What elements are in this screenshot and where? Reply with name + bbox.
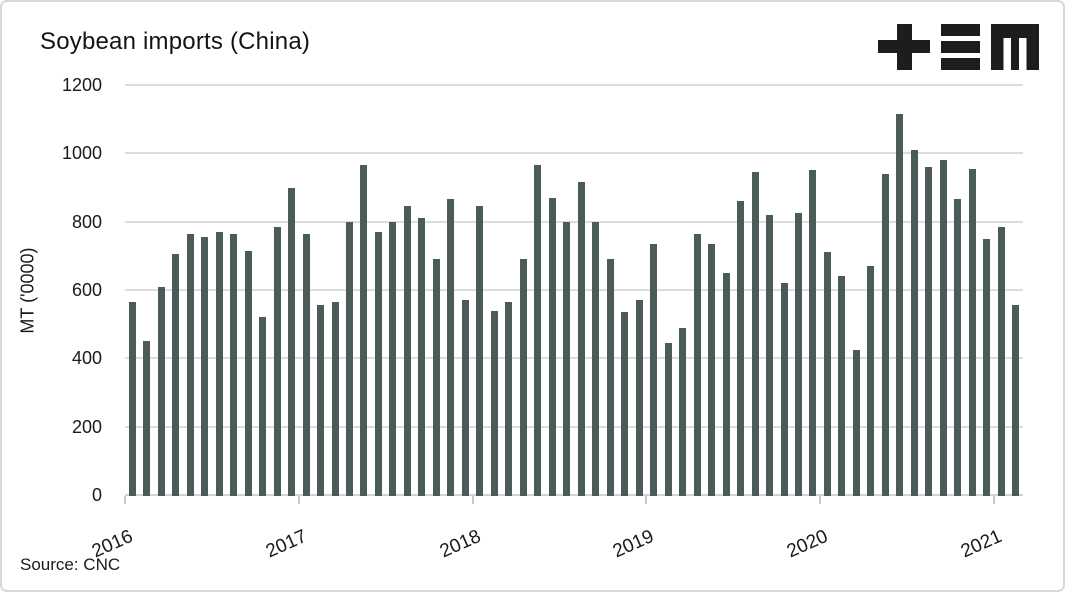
bar-2016-12 <box>288 187 296 496</box>
bar-2020-11 <box>968 168 976 496</box>
bar-2020-06 <box>896 114 904 496</box>
gridline-600 <box>125 289 1023 291</box>
bar-2016-07 <box>215 231 223 496</box>
bar-2016-06 <box>201 237 209 496</box>
x-tick-2016 <box>124 496 126 504</box>
bar-2017-08 <box>403 206 411 496</box>
plus-icon <box>878 23 930 70</box>
bar-2018-04 <box>519 259 527 496</box>
bar-2016-10 <box>259 317 267 496</box>
bar-2020-09 <box>939 160 947 496</box>
bar-2018-05 <box>534 165 542 496</box>
bar-2016-08 <box>230 233 238 496</box>
bar-2017-05 <box>360 165 368 496</box>
bar-2017-01 <box>302 233 310 496</box>
bar-2018-11 <box>621 312 629 496</box>
x-tick-2017 <box>297 496 300 504</box>
bar-2020-01 <box>823 252 831 496</box>
bar-2019-06 <box>722 272 730 496</box>
bar-2018-02 <box>490 310 498 496</box>
bar-2017-09 <box>418 218 426 496</box>
x-tick-2020 <box>819 496 822 504</box>
bar-2019-10 <box>780 283 788 496</box>
chart-title: Soybean imports (China) <box>40 28 311 55</box>
bar-2017-06 <box>374 231 382 496</box>
bar-2020-02 <box>838 276 846 496</box>
bar-2018-01 <box>476 206 484 496</box>
bar-2016-03 <box>157 286 165 496</box>
bar-2019-09 <box>766 214 774 496</box>
bar-2017-07 <box>389 221 397 496</box>
bar-2019-03 <box>679 327 687 496</box>
bar-2018-07 <box>563 221 571 496</box>
bar-2017-12 <box>461 300 469 496</box>
bar-2017-03 <box>331 301 339 496</box>
bar-2018-09 <box>592 221 600 496</box>
bar-2019-04 <box>693 233 701 496</box>
x-tick-label-2019: 2019 <box>610 525 658 563</box>
bar-2020-08 <box>925 167 933 496</box>
bar-2016-05 <box>186 233 194 496</box>
gridline-1000 <box>125 152 1023 155</box>
gridline-800 <box>125 220 1023 223</box>
x-tick-label-2018: 2018 <box>436 525 484 563</box>
y-tick-label-800: 800 <box>71 211 102 232</box>
bar-2019-07 <box>737 201 745 496</box>
bar-2021-01 <box>997 226 1005 496</box>
y-tick-label-400: 400 <box>71 348 102 369</box>
x-tick-label-2021: 2021 <box>957 525 1006 563</box>
source-caption: Source: CNC <box>20 555 121 574</box>
bar-2016-02 <box>143 341 151 496</box>
bar-2017-02 <box>317 305 325 496</box>
x-tick-2018 <box>471 496 474 504</box>
letter-m-icon <box>991 23 1039 70</box>
bar-2019-05 <box>708 243 716 496</box>
bar-2018-08 <box>577 182 585 496</box>
bar-2019-12 <box>809 170 817 496</box>
bar-2019-11 <box>795 213 802 496</box>
bar-2019-02 <box>664 342 672 496</box>
bar-2020-04 <box>867 266 875 496</box>
x-tick-2021 <box>993 496 996 504</box>
bar-2020-03 <box>852 349 860 496</box>
y-tick-label-0: 0 <box>91 485 102 505</box>
bar-2017-04 <box>346 221 353 496</box>
bar-2020-05 <box>881 173 889 496</box>
bar-2019-01 <box>650 243 658 496</box>
x-tick-2019 <box>645 496 648 504</box>
bar-2018-10 <box>606 259 614 496</box>
bar-2019-08 <box>751 172 759 496</box>
bar-2021-02 <box>1012 305 1020 496</box>
x-tick-label-2017: 2017 <box>262 525 310 563</box>
bar-2018-06 <box>548 197 556 496</box>
bar-2017-11 <box>447 199 455 496</box>
bar-2017-10 <box>432 259 440 496</box>
bar-2020-07 <box>910 149 918 496</box>
y-tick-label-600: 600 <box>71 280 102 300</box>
x-tick-label-2020: 2020 <box>784 525 832 563</box>
gridline-200 <box>125 425 1023 428</box>
y-tick-label-200: 200 <box>71 416 102 437</box>
tem-logo <box>878 23 1039 70</box>
y-tick-label-1000: 1000 <box>61 143 102 164</box>
triple-bar-icon <box>941 23 980 70</box>
bar-2016-11 <box>273 226 281 496</box>
gridline-400 <box>125 357 1023 360</box>
gridline-1200 <box>125 84 1023 86</box>
y-tick-label-1200: 1200 <box>61 75 102 95</box>
bar-2020-12 <box>983 238 991 496</box>
bar-2018-03 <box>505 301 513 496</box>
bar-2016-01 <box>128 301 136 496</box>
bar-2016-09 <box>244 250 252 496</box>
x-axis-line <box>125 494 1023 496</box>
bar-2018-12 <box>635 300 643 496</box>
bar-2020-10 <box>954 199 962 496</box>
bar-2016-04 <box>172 254 180 496</box>
